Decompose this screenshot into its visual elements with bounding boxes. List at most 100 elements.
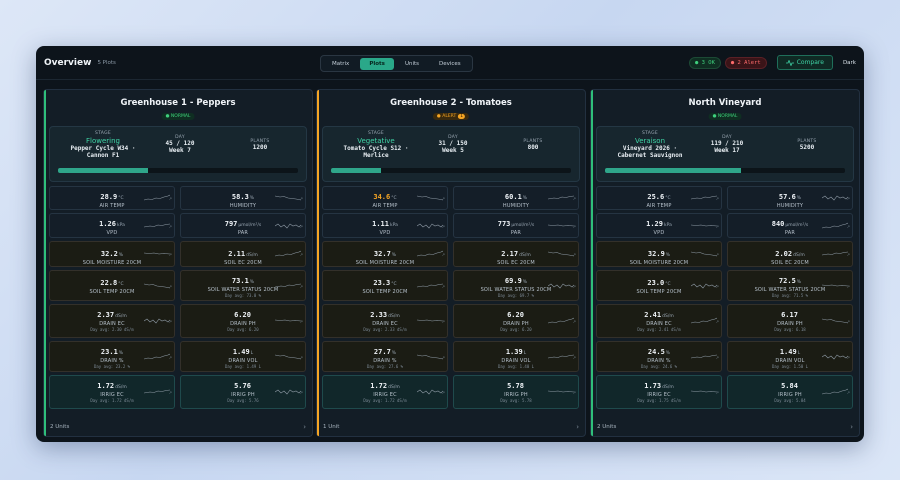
metric-tile[interactable]: 1.26kPa VPD ↗ <box>49 213 175 238</box>
metric-tile[interactable]: 27.7% DRAIN % Day avg: 27.6 % ↗ <box>322 341 448 372</box>
metric-tile[interactable]: 6.20 DRAIN PH Day avg: 6.20 ↗ <box>180 304 306 338</box>
units-footer[interactable]: 2 Units › <box>50 423 306 431</box>
expand-arrow-icon[interactable]: ↗ <box>846 319 850 324</box>
expand-arrow-icon[interactable]: ↗ <box>299 284 303 289</box>
metric-tile[interactable]: 23.3°C SOIL TEMP 20CM ↗ <box>322 270 448 301</box>
metric-tile[interactable]: 5.78 IRRIG PH Day avg: 5.78 ↗ <box>453 375 579 409</box>
expand-arrow-icon[interactable]: ↗ <box>168 355 172 360</box>
expand-arrow-icon[interactable]: ↗ <box>441 252 445 257</box>
expand-arrow-icon[interactable]: ↗ <box>168 252 172 257</box>
metric-tile[interactable]: 57.6% HUMIDITY ↗ <box>727 186 853 210</box>
ok-count-badge[interactable]: ● 3 OK <box>689 56 721 69</box>
metric-tile[interactable]: 6.17 DRAIN PH Day avg: 6.18 ↗ <box>727 304 853 338</box>
expand-arrow-icon[interactable]: ↗ <box>572 319 576 324</box>
alert-count-badge[interactable]: ● 2 Alert <box>724 56 767 69</box>
expand-arrow-icon[interactable]: ↗ <box>846 355 850 360</box>
metric-tile[interactable]: 6.20 DRAIN PH Day avg: 6.20 ↗ <box>453 304 579 338</box>
expand-arrow-icon[interactable]: ↗ <box>441 355 445 360</box>
metric-tile[interactable]: 773μmol/m²/s PAR ↗ <box>453 213 579 238</box>
metric-tile[interactable]: 1.72dS/m IRRIG EC Day avg: 1.72 dS/m ↗ <box>322 375 448 409</box>
expand-arrow-icon[interactable]: ↗ <box>441 284 445 289</box>
expand-arrow-icon[interactable]: ↗ <box>572 390 576 395</box>
expand-arrow-icon[interactable]: ↗ <box>441 196 445 201</box>
theme-toggle[interactable]: Dark <box>842 59 856 66</box>
expand-arrow-icon[interactable]: ↗ <box>715 355 719 360</box>
expand-arrow-icon[interactable]: ↗ <box>846 390 850 395</box>
metric-tile[interactable]: 24.5% DRAIN % Day avg: 24.6 % ↗ <box>596 341 722 372</box>
metric-tile[interactable]: 34.6°C AIR TEMP ↗ <box>322 186 448 210</box>
expand-arrow-icon[interactable]: ↗ <box>168 284 172 289</box>
expand-arrow-icon[interactable]: ↗ <box>299 355 303 360</box>
metric-tile[interactable]: 1.39L DRAIN VOL Day avg: 1.40 L ↗ <box>453 341 579 372</box>
units-footer[interactable]: 2 Units › <box>597 423 853 431</box>
expand-arrow-icon[interactable]: ↗ <box>168 319 172 324</box>
metric-tile[interactable]: 1.72dS/m IRRIG EC Day avg: 1.72 dS/m ↗ <box>49 375 175 409</box>
metric-tile[interactable]: 23.0°C SOIL TEMP 20CM ↗ <box>596 270 722 301</box>
expand-arrow-icon[interactable]: ↗ <box>572 284 576 289</box>
expand-arrow-icon[interactable]: ↗ <box>715 390 719 395</box>
expand-arrow-icon[interactable]: ↗ <box>572 355 576 360</box>
metric-tile[interactable]: 2.33dS/m DRAIN EC Day avg: 2.33 dS/m ↗ <box>322 304 448 338</box>
tab-devices[interactable]: Devices <box>439 60 461 67</box>
expand-arrow-icon[interactable]: ↗ <box>299 252 303 257</box>
tab-matrix[interactable]: Matrix <box>332 60 350 67</box>
metric-tile[interactable]: 2.17dS/m SOIL EC 20CM ↗ <box>453 241 579 267</box>
tab-units[interactable]: Units <box>404 60 419 67</box>
metric-tile[interactable]: 1.49L DRAIN VOL Day avg: 1.49 L ↗ <box>180 341 306 372</box>
sparkline-icon <box>417 389 443 395</box>
metric-tile[interactable]: 1.73dS/m IRRIG EC Day avg: 1.75 dS/m ↗ <box>596 375 722 409</box>
metric-tile[interactable]: 840μmol/m²/s PAR ↗ <box>727 213 853 238</box>
metric-tile[interactable]: 23.1% DRAIN % Day avg: 23.2 % ↗ <box>49 341 175 372</box>
metric-tile[interactable]: 5.76 IRRIG PH Day avg: 5.76 ↗ <box>180 375 306 409</box>
expand-arrow-icon[interactable]: ↗ <box>299 196 303 201</box>
metric-tile[interactable]: 22.8°C SOIL TEMP 20CM ↗ <box>49 270 175 301</box>
expand-arrow-icon[interactable]: ↗ <box>715 252 719 257</box>
expand-arrow-icon[interactable]: ↗ <box>441 224 445 229</box>
metric-tile[interactable]: 72.5% SOIL WATER STATUS 20CM Day avg: 71.5… <box>727 270 853 301</box>
expand-arrow-icon[interactable]: ↗ <box>715 284 719 289</box>
metric-tile[interactable]: 2.11dS/m SOIL EC 20CM ↗ <box>180 241 306 267</box>
metric-tile[interactable]: 797μmol/m²/s PAR ↗ <box>180 213 306 238</box>
metric-label: SOIL TEMP 20CM <box>362 289 408 295</box>
metric-tile[interactable]: 1.11kPa VPD ↗ <box>322 213 448 238</box>
expand-arrow-icon[interactable]: ↗ <box>299 390 303 395</box>
metric-tile[interactable]: 32.7% SOIL MOISTURE 20CM ↗ <box>322 241 448 267</box>
metric-tile[interactable]: 1.29kPa VPD ↗ <box>596 213 722 238</box>
expand-arrow-icon[interactable]: ↗ <box>846 224 850 229</box>
units-footer[interactable]: 1 Unit › <box>323 423 579 431</box>
expand-arrow-icon[interactable]: ↗ <box>572 252 576 257</box>
expand-arrow-icon[interactable]: ↗ <box>168 196 172 201</box>
metric-tile[interactable]: 58.3% HUMIDITY ↗ <box>180 186 306 210</box>
expand-arrow-icon[interactable]: ↗ <box>441 319 445 324</box>
tab-plots[interactable]: Plots <box>360 57 394 70</box>
expand-arrow-icon[interactable]: ↗ <box>846 284 850 289</box>
metric-tile[interactable]: 32.9% SOIL MOISTURE 20CM ↗ <box>596 241 722 267</box>
metric-tile[interactable]: 2.02dS/m SOIL EC 20CM ↗ <box>727 241 853 267</box>
metric-tile[interactable]: 2.41dS/m DRAIN EC Day avg: 2.41 dS/m ↗ <box>596 304 722 338</box>
metric-tile[interactable]: 1.49L DRAIN VOL Day avg: 1.50 L ↗ <box>727 341 853 372</box>
expand-arrow-icon[interactable]: ↗ <box>715 319 719 324</box>
expand-arrow-icon[interactable]: ↗ <box>299 224 303 229</box>
metric-tile[interactable]: 2.37dS/m DRAIN EC Day avg: 2.30 dS/m ↗ <box>49 304 175 338</box>
metric-tile[interactable]: 5.84 IRRIG PH Day avg: 5.84 ↗ <box>727 375 853 409</box>
metric-tile[interactable]: 60.1% HUMIDITY ↗ <box>453 186 579 210</box>
plot-card[interactable]: North Vineyard ● NORMAL STAGE Veraison Viney… <box>590 89 860 437</box>
expand-arrow-icon[interactable]: ↗ <box>168 224 172 229</box>
expand-arrow-icon[interactable]: ↗ <box>846 252 850 257</box>
metric-tile[interactable]: 28.9°C AIR TEMP ↗ <box>49 186 175 210</box>
expand-arrow-icon[interactable]: ↗ <box>715 196 719 201</box>
expand-arrow-icon[interactable]: ↗ <box>846 196 850 201</box>
expand-arrow-icon[interactable]: ↗ <box>168 390 172 395</box>
expand-arrow-icon[interactable]: ↗ <box>572 196 576 201</box>
expand-arrow-icon[interactable]: ↗ <box>299 319 303 324</box>
plot-card[interactable]: Greenhouse 2 - Tomatoes ● ALERT 1 STAGE Vege… <box>316 89 586 437</box>
expand-arrow-icon[interactable]: ↗ <box>441 390 445 395</box>
metric-tile[interactable]: 73.1% SOIL WATER STATUS 20CM Day avg: 73.0… <box>180 270 306 301</box>
metric-tile[interactable]: 69.9% SOIL WATER STATUS 20CM Day avg: 69.7… <box>453 270 579 301</box>
compare-button[interactable]: Compare <box>776 55 833 70</box>
expand-arrow-icon[interactable]: ↗ <box>572 224 576 229</box>
metric-tile[interactable]: 32.2% SOIL MOISTURE 20CM ↗ <box>49 241 175 267</box>
metric-tile[interactable]: 25.6°C AIR TEMP ↗ <box>596 186 722 210</box>
plot-card[interactable]: Greenhouse 1 - Peppers ● NORMAL STAGE Flowe… <box>43 89 313 437</box>
expand-arrow-icon[interactable]: ↗ <box>715 224 719 229</box>
